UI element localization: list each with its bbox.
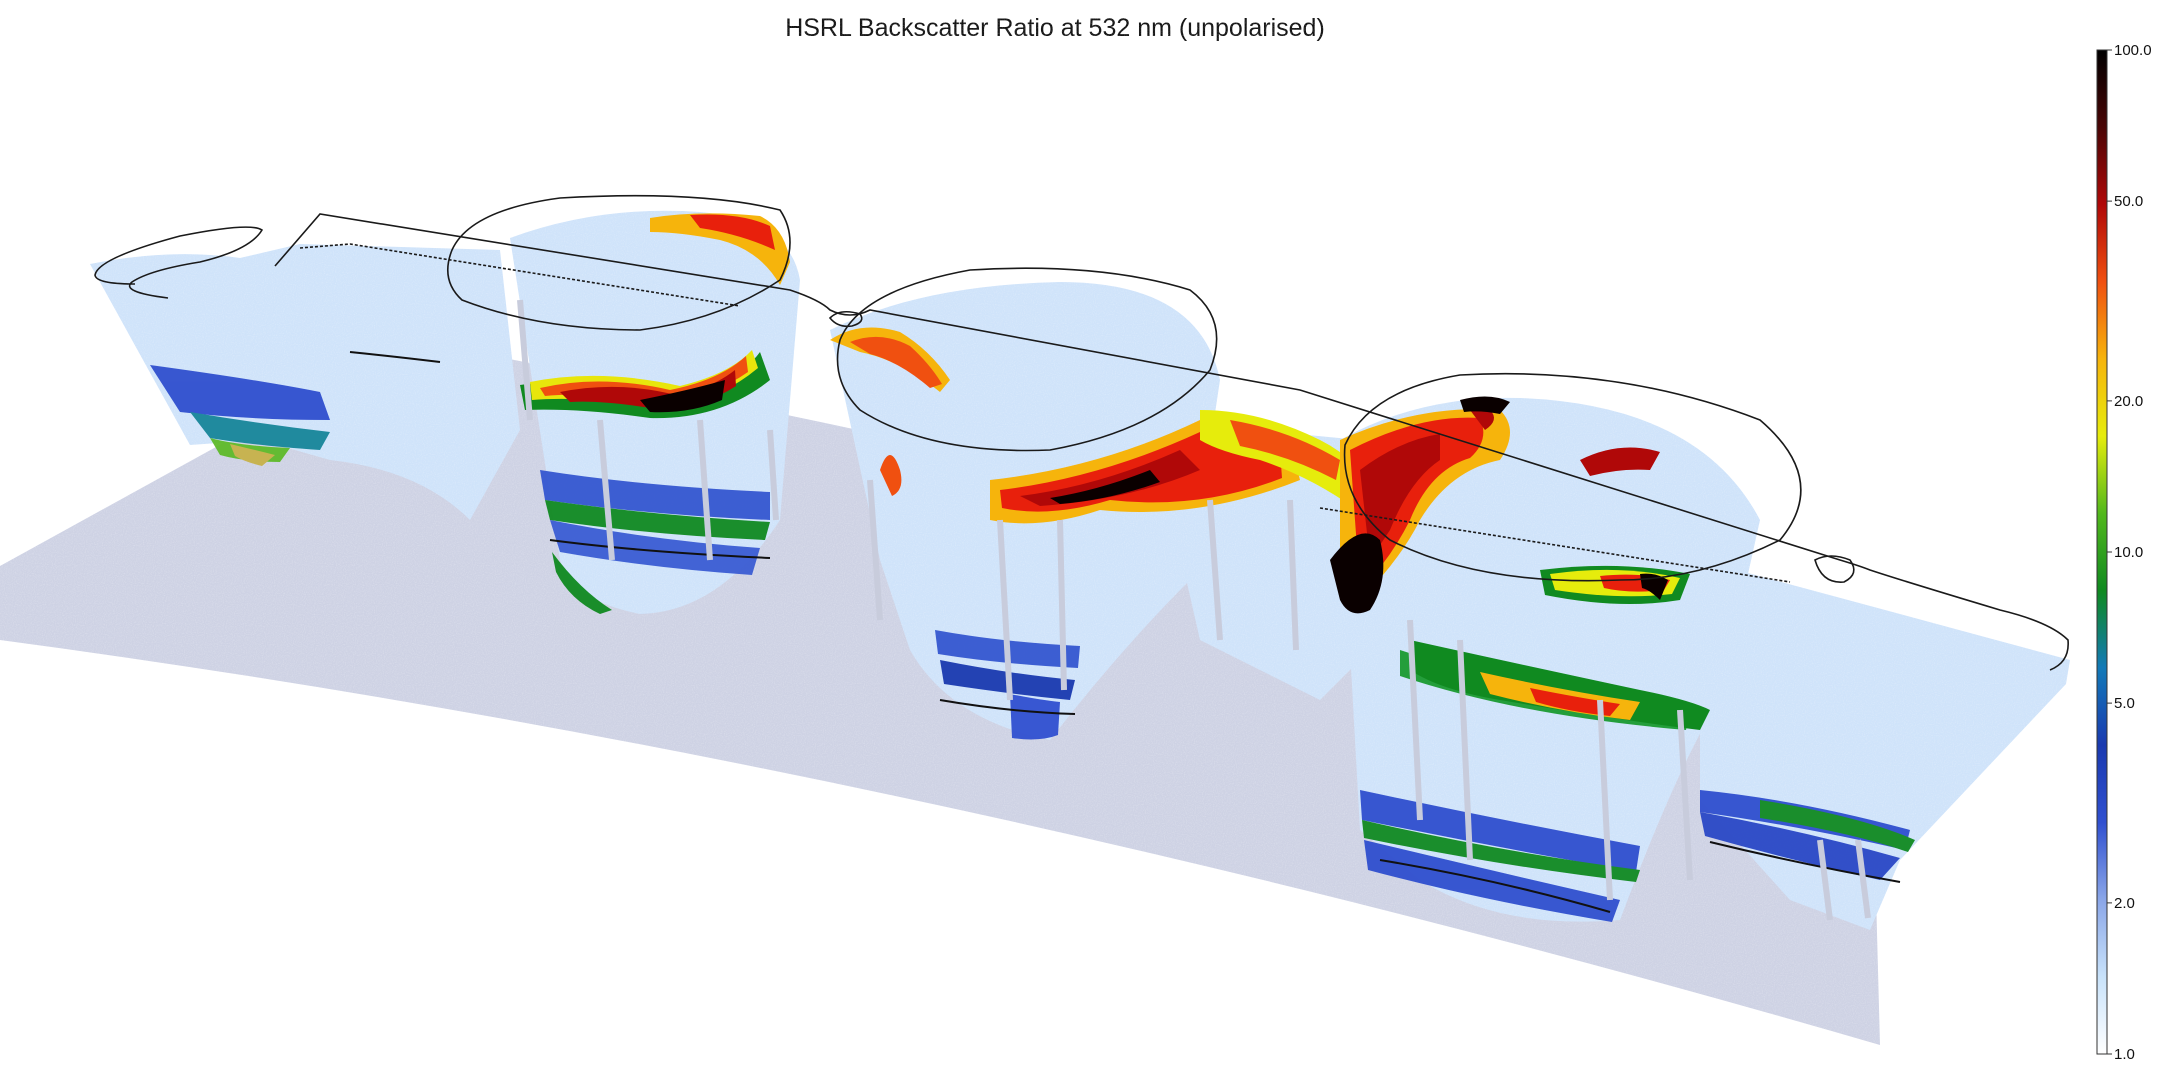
- colorbar-gradient: [2096, 49, 2108, 1055]
- cloud-features: [520, 213, 1710, 730]
- colorbar-tick-label: 100.0: [2114, 42, 2152, 59]
- colorbar-tick-label: 50.0: [2114, 193, 2143, 210]
- colorbar-ticks: 1.0 2.0 5.0 10.0 20.0 50.0 100.0: [2107, 42, 2152, 1063]
- colorbar-tick-label: 2.0: [2114, 895, 2135, 912]
- ground-return: [349, 351, 1901, 913]
- colorbar-tick-label: 5.0: [2114, 695, 2135, 712]
- colorbar-tick-label: 1.0: [2114, 1046, 2135, 1063]
- shadow-streaks: [517, 299, 1871, 921]
- colorbar: 1.0 2.0 5.0 10.0 20.0 50.0 100.0: [2096, 42, 2152, 1063]
- colorbar-tick-label: 20.0: [2114, 393, 2143, 410]
- colorbar-tick-label: 10.0: [2114, 544, 2143, 561]
- flight-track: [94, 194, 2069, 671]
